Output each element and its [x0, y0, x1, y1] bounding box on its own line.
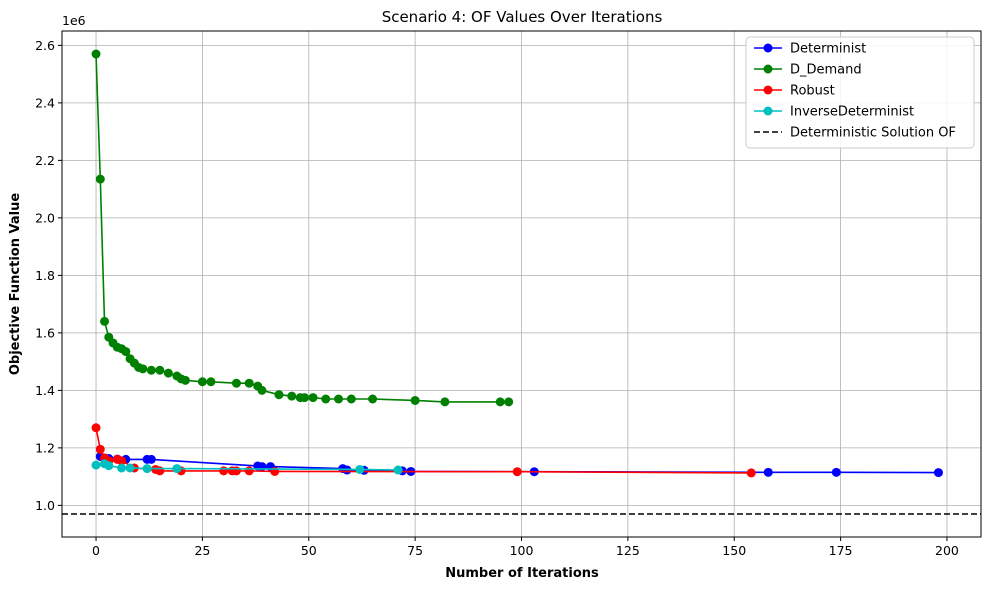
x-tick-label: 175 [829, 543, 853, 558]
legend-box [745, 36, 975, 149]
data-point [206, 377, 216, 387]
y-tick-label: 2.0 [35, 210, 55, 225]
y-tick-label: 1.6 [35, 325, 55, 340]
legend-label: Determinist [790, 42, 866, 57]
data-point [334, 394, 344, 404]
data-point [933, 468, 943, 478]
x-axis-label: Number of Iterations [445, 566, 599, 581]
x-tick-label: 125 [616, 543, 640, 558]
y-offset-label: 1e6 [62, 13, 86, 28]
data-point [231, 466, 241, 476]
data-point [287, 391, 297, 401]
x-tick-label: 25 [194, 543, 210, 558]
legend-marker [763, 64, 773, 74]
data-point [321, 394, 331, 404]
data-point [831, 467, 841, 477]
data-point [495, 397, 505, 407]
data-point [125, 463, 135, 473]
data-point [244, 466, 254, 476]
data-point [244, 378, 254, 388]
legend-label: Deterministic Solution OF [790, 126, 956, 141]
data-point [138, 364, 148, 374]
series-InverseDeterminist [91, 459, 403, 475]
data-point [300, 393, 310, 403]
legend: Determinist D_Demand Robust InverseDetermin… [745, 36, 975, 149]
y-axis-label: Objective Function Value [8, 193, 23, 375]
data-point [142, 464, 152, 474]
series-D_Demand [91, 49, 514, 407]
legend-marker [763, 43, 773, 53]
data-point [146, 365, 156, 375]
data-point [504, 397, 514, 407]
legend-label: Robust [790, 84, 835, 99]
x-tick-label: 200 [935, 543, 959, 558]
x-axis: 0 25 50 75 100 125 150 175 200 [92, 537, 959, 558]
x-tick-label: 50 [301, 543, 317, 558]
data-point [117, 456, 127, 466]
data-point [91, 423, 101, 433]
data-point [346, 394, 356, 404]
data-point [231, 378, 241, 388]
y-axis: 1.0 1.2 1.4 1.6 1.8 2.0 2.2 2.4 2.6 [35, 38, 62, 513]
y-tick-label: 1.4 [35, 383, 55, 398]
data-point [219, 466, 229, 476]
x-tick-label: 75 [407, 543, 423, 558]
y-tick-label: 2.6 [35, 38, 55, 53]
data-point [172, 464, 182, 474]
data-point [163, 368, 173, 378]
chart-title: Scenario 4: OF Values Over Iterations [382, 8, 663, 26]
data-point [746, 468, 756, 478]
data-point [197, 377, 207, 387]
series-group [91, 49, 943, 478]
data-point [121, 347, 131, 357]
data-point [117, 463, 127, 473]
data-point [95, 444, 105, 454]
data-point [146, 454, 156, 464]
data-point [355, 464, 365, 474]
legend-marker [763, 106, 773, 116]
y-tick-label: 1.8 [35, 268, 55, 283]
data-point [410, 395, 420, 405]
data-point [393, 465, 403, 475]
data-point [155, 365, 165, 375]
legend-marker [763, 85, 773, 95]
data-point [104, 461, 114, 471]
y-tick-label: 2.4 [35, 95, 55, 110]
x-tick-label: 0 [92, 543, 100, 558]
x-tick-label: 100 [510, 543, 534, 558]
legend-label: D_Demand [790, 63, 862, 78]
data-point [368, 394, 378, 404]
data-point [257, 385, 267, 395]
data-point [95, 174, 105, 184]
y-tick-label: 1.0 [35, 498, 55, 513]
data-point [274, 390, 284, 400]
legend-label: InverseDeterminist [790, 105, 914, 120]
data-point [763, 467, 773, 477]
data-point [440, 397, 450, 407]
y-tick-label: 2.2 [35, 153, 55, 168]
data-point [308, 393, 318, 403]
data-point [100, 316, 110, 326]
data-point [91, 49, 101, 59]
data-point [155, 466, 165, 476]
data-point [91, 460, 101, 470]
data-point [180, 375, 190, 385]
x-tick-label: 150 [722, 543, 746, 558]
data-point [512, 467, 522, 477]
y-tick-label: 1.2 [35, 440, 55, 455]
